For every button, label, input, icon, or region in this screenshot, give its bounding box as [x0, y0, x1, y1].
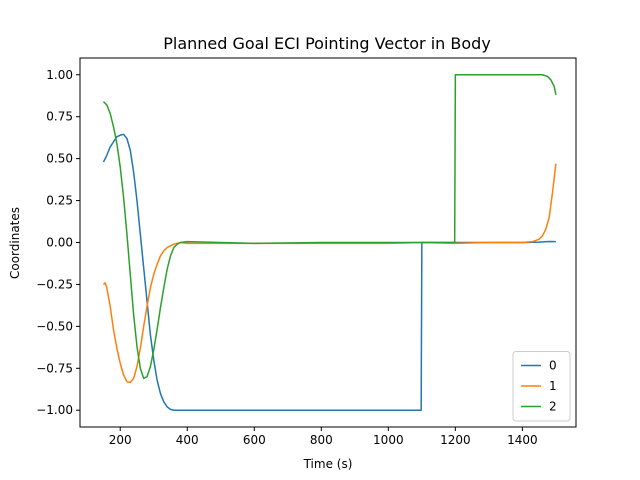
- x-tick-label: 1400: [507, 433, 538, 447]
- y-tick-label: 0.25: [46, 194, 73, 208]
- y-tick-label: 0.50: [46, 152, 73, 166]
- chart-title: Planned Goal ECI Pointing Vector in Body: [163, 34, 491, 53]
- x-tick-label: 1000: [373, 433, 404, 447]
- y-tick-label: −0.25: [36, 277, 73, 291]
- y-tick-label: 0.75: [46, 110, 73, 124]
- legend: 0 1 2: [512, 351, 571, 422]
- x-tick-label: 1200: [440, 433, 471, 447]
- x-tick-label: 400: [176, 433, 199, 447]
- series-line-0: [102, 133, 556, 411]
- y-tick-label: −0.50: [36, 319, 73, 333]
- series-line-2: [102, 74, 557, 380]
- legend-label-2: 2: [549, 400, 557, 414]
- y-axis-ticks: −1.00 −0.75 −0.50 −0.25 0.00 0.25 0.50 0.75 1.00: [36, 68, 80, 417]
- x-tick-label: 800: [310, 433, 333, 447]
- y-tick-label: 1.00: [46, 68, 73, 82]
- x-axis-label: Time (s): [303, 457, 353, 471]
- series-line-1: [102, 163, 557, 384]
- y-tick-label: −1.00: [36, 403, 73, 417]
- y-tick-label: 0.00: [46, 236, 73, 250]
- x-tick-label: 200: [109, 433, 132, 447]
- y-tick-label: −0.75: [36, 361, 73, 375]
- x-tick-label: 600: [243, 433, 266, 447]
- series-layer: [102, 74, 557, 411]
- legend-label-0: 0: [549, 359, 557, 373]
- x-axis-ticks: 200 400 600 800 1000 1200 1400: [109, 427, 538, 447]
- legend-label-1: 1: [549, 379, 557, 393]
- legend-box: [512, 351, 571, 422]
- y-axis-label: Coordinates: [8, 207, 22, 279]
